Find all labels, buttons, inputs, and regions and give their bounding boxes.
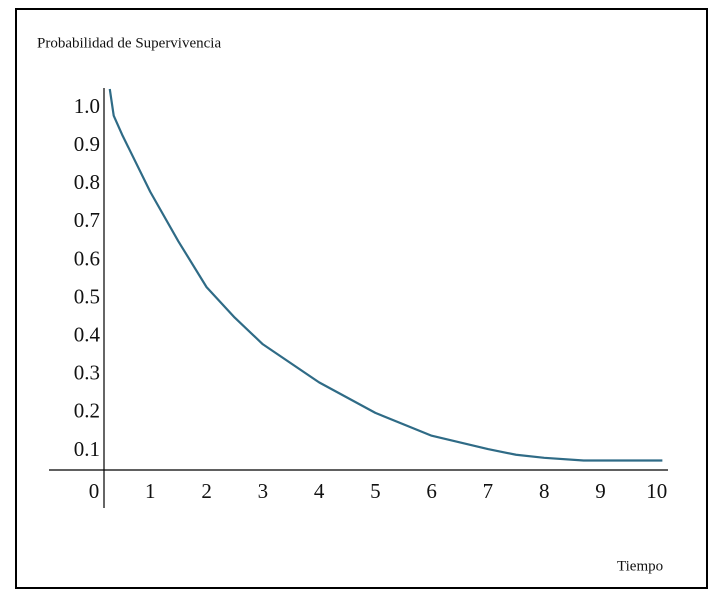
x-tick-label: 6 — [426, 479, 437, 503]
y-tick-label: 0.8 — [74, 170, 100, 194]
y-tick-label: 0.3 — [74, 361, 100, 385]
y-tick-label: 1.0 — [74, 94, 100, 118]
x-tick-label: 2 — [201, 479, 212, 503]
y-tick-label: 0.5 — [74, 284, 100, 308]
x-tick-label: 1 — [145, 479, 156, 503]
x-tick-label: 10 — [646, 479, 667, 503]
x-tick-label: 3 — [258, 479, 269, 503]
y-tick-label: 0.2 — [74, 399, 100, 423]
x-tick-label: 7 — [483, 479, 494, 503]
chart-title: Probabilidad de Supervivencia — [37, 35, 221, 51]
frame — [15, 8, 708, 589]
y-tick-label: 0.6 — [74, 246, 100, 270]
x-tick-label: 4 — [314, 479, 325, 503]
x-tick-label: 5 — [370, 479, 381, 503]
x-tick-label: 8 — [539, 479, 550, 503]
x-tick-label: 0 — [89, 479, 100, 503]
y-tick-label: 0.7 — [74, 208, 100, 232]
x-axis-label: Tiempo — [617, 558, 663, 574]
survival-curve — [108, 88, 663, 462]
y-tick-label: 0.9 — [74, 132, 100, 156]
y-tick-label: 0.4 — [74, 322, 101, 346]
y-tick-label: 0.1 — [74, 437, 100, 461]
x-tick-label: 9 — [595, 479, 606, 503]
